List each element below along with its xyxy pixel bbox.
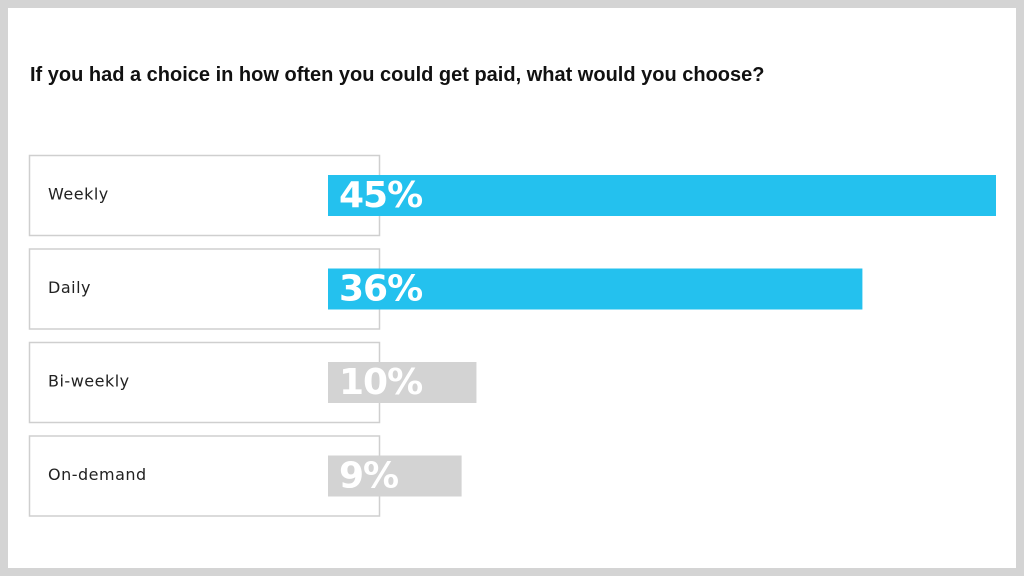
value-label: 36% bbox=[339, 269, 422, 310]
category-label: Weekly bbox=[48, 185, 109, 204]
value-label: 10% bbox=[339, 362, 422, 403]
value-label: 45% bbox=[339, 175, 422, 216]
category-label: On-demand bbox=[48, 465, 147, 484]
category-box bbox=[28, 248, 381, 330]
bar bbox=[328, 362, 477, 403]
bar bbox=[328, 455, 462, 497]
bar bbox=[328, 175, 996, 216]
value-label: 9% bbox=[339, 456, 398, 497]
category-label: Daily bbox=[48, 278, 91, 297]
category-box bbox=[28, 435, 381, 517]
category-box bbox=[28, 154, 381, 237]
category-box bbox=[28, 341, 381, 424]
bar bbox=[328, 268, 863, 310]
category-label: Bi-weekly bbox=[48, 372, 130, 391]
chart-title: If you had a choice in how often you cou… bbox=[30, 64, 764, 86]
